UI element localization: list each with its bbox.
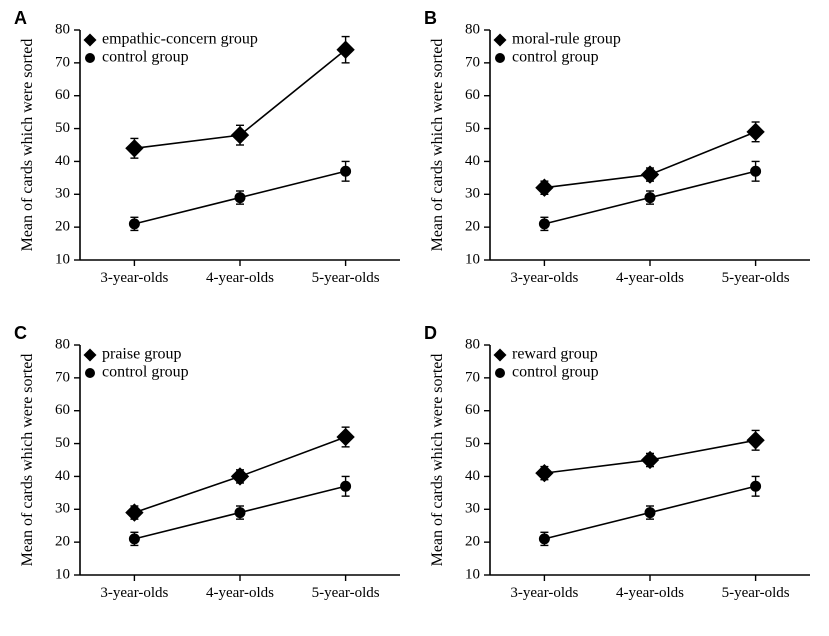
- panel-label: C: [14, 323, 27, 344]
- y-tick-label: 40: [55, 153, 70, 169]
- y-tick-label: 50: [55, 435, 70, 451]
- y-tick-label: 70: [55, 369, 70, 385]
- y-tick-label: 40: [465, 468, 480, 484]
- legend-label: control group: [512, 49, 599, 66]
- x-tick-label: 5-year-olds: [312, 270, 380, 286]
- panel-label: A: [14, 8, 27, 29]
- x-tick-label: 3-year-olds: [510, 585, 578, 601]
- chart-svg: 10 20 30 40 50 60 70 80 3-year-olds 4-year-olds 5-…: [420, 10, 820, 310]
- chart-svg: 10 20 30 40 50 60 70 80 3-year-olds 4-year-olds 5-…: [10, 325, 410, 625]
- chart-svg: 10 20 30 40 50 60 70 80 3-year-olds 4-year-olds 5-…: [10, 10, 410, 310]
- legend-label: moral-rule group: [512, 31, 621, 48]
- legend-label: praise group: [102, 346, 182, 363]
- y-tick-label: 50: [465, 435, 480, 451]
- x-tick-label: 4-year-olds: [206, 585, 274, 601]
- legend-label: empathic-concern group: [102, 31, 258, 48]
- y-tick-label: 50: [465, 120, 480, 136]
- y-tick-label: 40: [465, 153, 480, 169]
- y-tick-label: 80: [465, 21, 480, 37]
- x-tick-label: 4-year-olds: [206, 270, 274, 286]
- y-tick-label: 30: [55, 186, 70, 202]
- y-tick-label: 60: [55, 402, 70, 418]
- panel-c: C 10 20 30 40 50 60 70 80 3-year-olds 4-year-olds 5…: [10, 325, 410, 625]
- panel-b: B 10 20 30 40 50 60 70 80 3-year-olds 4-year-olds 5…: [420, 10, 820, 310]
- x-tick-label: 4-year-olds: [616, 270, 684, 286]
- y-tick-label: 60: [465, 402, 480, 418]
- y-tick-label: 60: [465, 87, 480, 103]
- y-tick-label: 50: [55, 120, 70, 136]
- x-tick-label: 3-year-olds: [100, 585, 168, 601]
- y-tick-label: 70: [55, 54, 70, 70]
- legend-label: control group: [102, 49, 189, 66]
- y-tick-label: 80: [465, 336, 480, 352]
- x-tick-label: 4-year-olds: [616, 585, 684, 601]
- y-tick-label: 10: [55, 251, 70, 267]
- y-tick-label: 70: [465, 369, 480, 385]
- y-axis-label: Mean of cards which were sorted: [429, 39, 446, 252]
- panel-a: A 10 20 30 40 50 60 70 80 3-year-olds 4-year-olds 5…: [10, 10, 410, 310]
- panel-d: D 10 20 30 40 50 60 70 80 3-year-olds 4-year-olds 5…: [420, 325, 820, 625]
- y-axis-label: Mean of cards which were sorted: [19, 39, 36, 252]
- y-tick-label: 80: [55, 21, 70, 37]
- y-tick-label: 10: [465, 251, 480, 267]
- y-tick-label: 80: [55, 336, 70, 352]
- x-tick-label: 5-year-olds: [312, 585, 380, 601]
- y-tick-label: 20: [55, 534, 70, 550]
- x-tick-label: 3-year-olds: [510, 270, 578, 286]
- y-tick-label: 30: [55, 501, 70, 517]
- y-tick-label: 20: [465, 534, 480, 550]
- legend-label: control group: [512, 364, 599, 381]
- y-tick-label: 40: [55, 468, 70, 484]
- panel-label: B: [424, 8, 437, 29]
- y-axis-label: Mean of cards which were sorted: [429, 354, 446, 567]
- y-tick-label: 70: [465, 54, 480, 70]
- x-tick-label: 3-year-olds: [100, 270, 168, 286]
- legend-label: control group: [102, 364, 189, 381]
- y-tick-label: 20: [55, 219, 70, 235]
- figure-2x2-line-charts: A 10 20 30 40 50 60 70 80 3-year-olds 4-year-olds 5…: [0, 0, 829, 636]
- y-tick-label: 20: [465, 219, 480, 235]
- chart-svg: 10 20 30 40 50 60 70 80 3-year-olds 4-year-olds 5-…: [420, 325, 820, 625]
- y-tick-label: 10: [465, 566, 480, 582]
- legend-label: reward group: [512, 346, 598, 363]
- y-axis-label: Mean of cards which were sorted: [19, 354, 36, 567]
- x-tick-label: 5-year-olds: [722, 270, 790, 286]
- y-tick-label: 10: [55, 566, 70, 582]
- x-tick-label: 5-year-olds: [722, 585, 790, 601]
- panel-label: D: [424, 323, 437, 344]
- y-tick-label: 30: [465, 501, 480, 517]
- y-tick-label: 30: [465, 186, 480, 202]
- y-tick-label: 60: [55, 87, 70, 103]
